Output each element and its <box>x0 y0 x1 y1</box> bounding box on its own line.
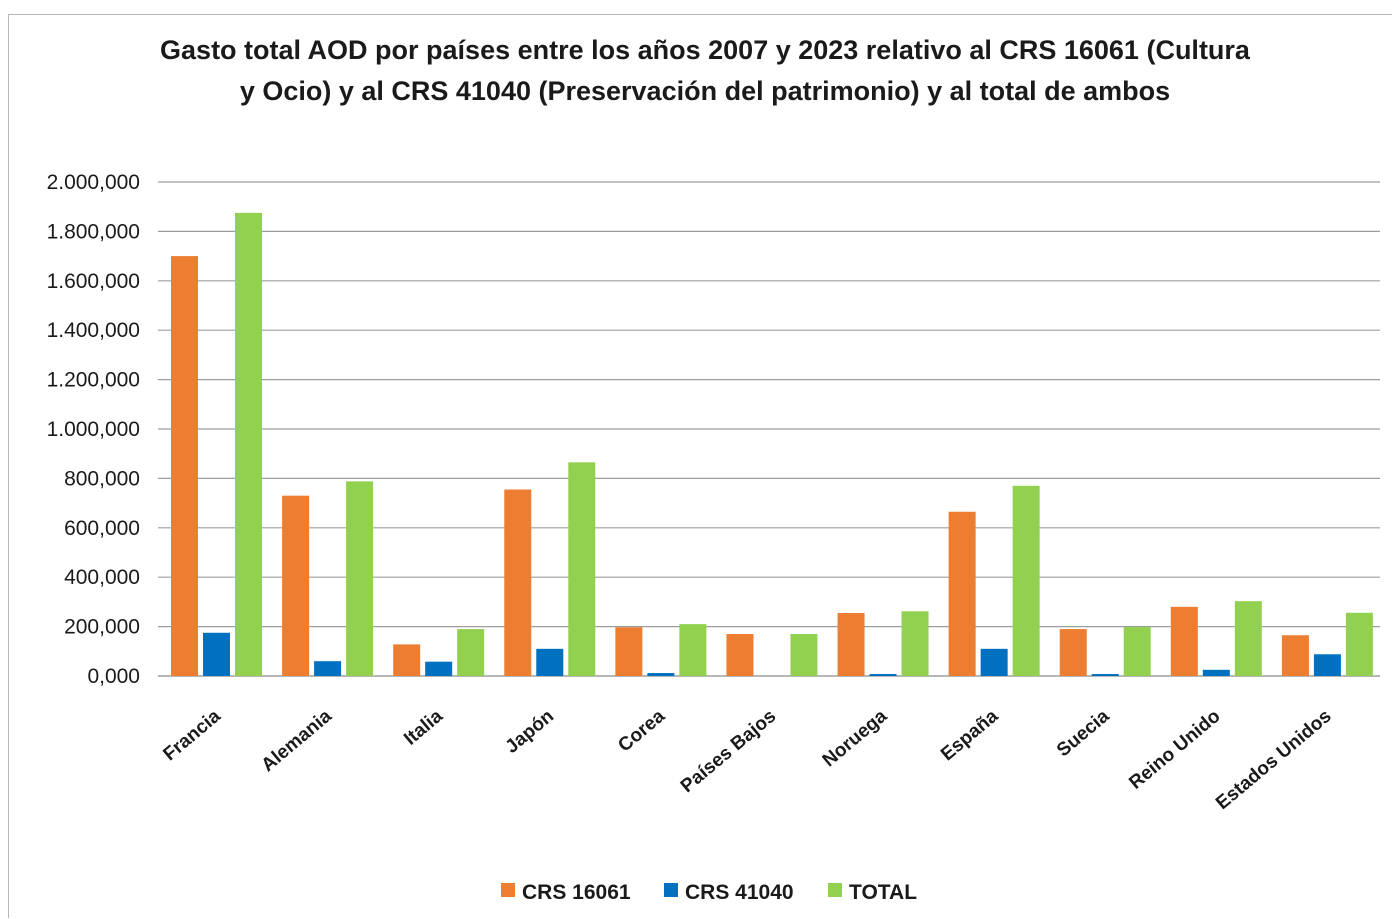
legend-swatch <box>501 883 515 897</box>
y-tick-label: 1.200,000 <box>47 369 140 392</box>
legend-label: CRS 41040 <box>685 881 794 904</box>
legend-item: CRS 16061 <box>501 881 631 904</box>
bar-total <box>1123 627 1151 676</box>
bar-total <box>568 462 596 676</box>
bar-total <box>457 629 485 676</box>
bar-crs-16061 <box>615 627 643 676</box>
y-tick-label: 0,000 <box>87 665 140 688</box>
gridlines <box>158 181 1380 677</box>
bar-total <box>790 634 818 676</box>
bar-total <box>1234 601 1262 676</box>
y-tick-label: 1.600,000 <box>47 270 140 293</box>
bar-crs-16061 <box>1059 629 1087 676</box>
bar-crs-41040 <box>425 661 453 676</box>
y-tick-label: 2.000,000 <box>47 171 140 194</box>
x-tick-label: Reino Unido <box>1125 706 1224 794</box>
bar-crs-41040 <box>1202 669 1230 676</box>
bar-crs-41040 <box>203 632 230 676</box>
y-tick-label: 1.800,000 <box>47 220 140 243</box>
bar-total <box>901 611 929 676</box>
legend: CRS 16061 CRS 41040 TOTAL <box>501 881 917 904</box>
y-tick-label: 1.000,000 <box>47 418 140 441</box>
y-tick-label: 1.400,000 <box>47 319 140 342</box>
bar-total <box>1012 485 1040 676</box>
bar-crs-16061 <box>837 613 865 676</box>
x-axis-ticks: Francia Alemania Italia Japón Corea Países Ba… <box>159 705 1335 814</box>
bar-crs-41040 <box>1091 674 1119 676</box>
x-tick-label: Países Bajos <box>677 706 780 797</box>
bar-crs-41040 <box>647 673 675 676</box>
legend-item: TOTAL <box>828 881 917 904</box>
bar-crs-16061 <box>726 634 754 676</box>
y-tick-label: 200,000 <box>64 616 140 639</box>
legend-swatch <box>828 883 842 897</box>
bar-total <box>346 481 374 676</box>
bar-crs-41040 <box>314 661 342 676</box>
bar-crs-16061 <box>504 489 532 676</box>
legend-label: CRS 16061 <box>522 881 631 904</box>
x-tick-label: Estados Unidos <box>1212 706 1335 814</box>
x-tick-label: Francia <box>159 705 225 765</box>
x-tick-label: Italia <box>400 705 447 749</box>
y-tick-label: 800,000 <box>64 467 140 490</box>
bar-total <box>235 212 262 676</box>
x-tick-label: Corea <box>614 705 669 756</box>
x-tick-label: Suecia <box>1053 705 1114 761</box>
bar-crs-41040 <box>1313 654 1341 676</box>
y-tick-label: 400,000 <box>64 566 140 589</box>
bar-crs-16061 <box>171 256 198 676</box>
bar-crs-16061 <box>393 644 421 676</box>
x-tick-label: Alemania <box>258 705 337 776</box>
legend-item: CRS 41040 <box>664 881 794 904</box>
x-tick-label: Noruega <box>819 705 892 771</box>
legend-label: TOTAL <box>849 881 917 904</box>
bar-crs-16061 <box>1170 606 1198 676</box>
bar-crs-16061 <box>282 495 310 676</box>
bar-total <box>679 624 707 676</box>
bar-total <box>1345 612 1373 676</box>
bar-crs-16061 <box>1281 635 1309 676</box>
bar-crs-16061 <box>948 511 976 676</box>
y-axis-ticks: 0,000 200,000 400,000 600,000 800,000 1.000,0… <box>47 171 140 688</box>
bar-crs-41040 <box>536 648 564 676</box>
x-tick-label: España <box>937 705 1003 765</box>
bars <box>171 212 1373 676</box>
x-tick-label: Japón <box>502 706 558 758</box>
bar-crs-41040 <box>980 648 1008 676</box>
legend-swatch <box>664 883 678 897</box>
bar-crs-41040 <box>869 674 897 676</box>
y-tick-label: 600,000 <box>64 517 140 540</box>
chart-title: Gasto total AOD por países entre los año… <box>160 35 1250 106</box>
